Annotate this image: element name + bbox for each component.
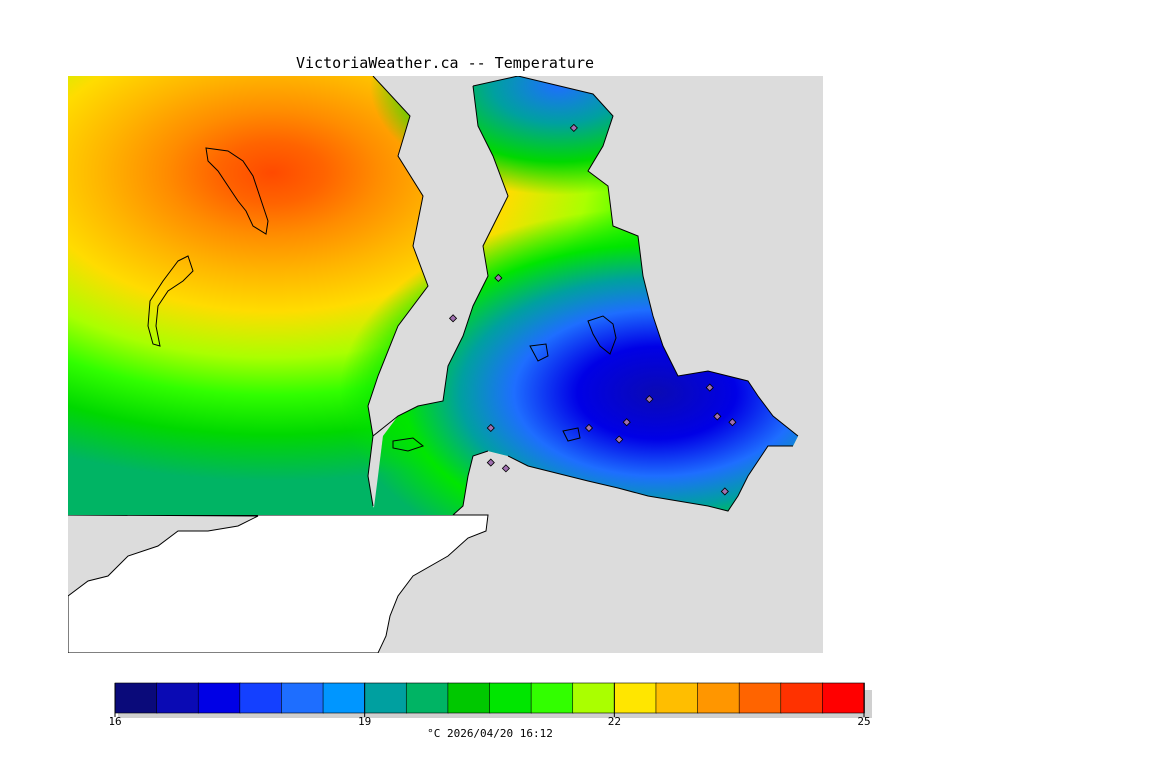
colorbar-bin	[197, 682, 241, 714]
colorbar-bin	[156, 682, 200, 714]
station-marker	[501, 464, 510, 473]
station-marker	[569, 123, 578, 132]
colorbar-tick-label: 16	[110, 715, 122, 728]
colorbar-bin	[364, 682, 408, 714]
colorbar-bin	[655, 682, 699, 714]
colorbar-bin	[738, 682, 782, 714]
station-markers	[448, 123, 737, 496]
coastline	[367, 76, 799, 516]
island-north	[205, 147, 269, 235]
colorbar-bin	[697, 682, 740, 714]
station-marker	[584, 423, 594, 433]
colorbar-bin	[281, 682, 324, 714]
colorbar-bin	[114, 682, 158, 714]
station-marker	[486, 423, 495, 433]
island-small-2	[392, 437, 425, 452]
map-title: VictoriaWeather.ca -- Temperature	[295, 54, 594, 72]
station-marker	[622, 418, 631, 427]
colorbar-bin	[822, 682, 865, 714]
colorbar-bin	[489, 682, 532, 714]
station-marker	[705, 383, 714, 392]
colorbar: 16 19 22 25	[110, 682, 872, 728]
colorbar-bin	[405, 682, 449, 714]
colorbar-tick-label: 19	[358, 715, 371, 728]
colorbar-bin	[447, 682, 491, 714]
colorbar-tick-label: 25	[857, 715, 870, 728]
station-marker	[486, 458, 495, 467]
colorbar-bin	[239, 682, 283, 714]
colorbar-caption: °C 2026/04/20 16:12	[427, 727, 553, 740]
station-marker	[713, 412, 722, 421]
temperature-map	[68, 76, 823, 653]
colorbar-bin	[530, 682, 574, 714]
station-marker	[728, 418, 737, 427]
colorbar-bin	[322, 682, 366, 714]
colorbar-tick-label: 22	[608, 715, 621, 728]
colorbar-bin	[572, 682, 616, 714]
station-marker	[645, 395, 654, 404]
station-marker	[494, 273, 503, 283]
island-west	[147, 255, 194, 347]
station-marker	[615, 435, 624, 444]
station-marker	[448, 314, 458, 323]
colorbar-bin	[780, 682, 824, 714]
island-channel	[587, 315, 617, 355]
colorbar-bin	[614, 682, 657, 714]
island-east-harbour	[562, 427, 581, 442]
island-small-1	[529, 343, 549, 362]
ocean-south	[68, 514, 489, 653]
station-marker	[720, 487, 729, 496]
